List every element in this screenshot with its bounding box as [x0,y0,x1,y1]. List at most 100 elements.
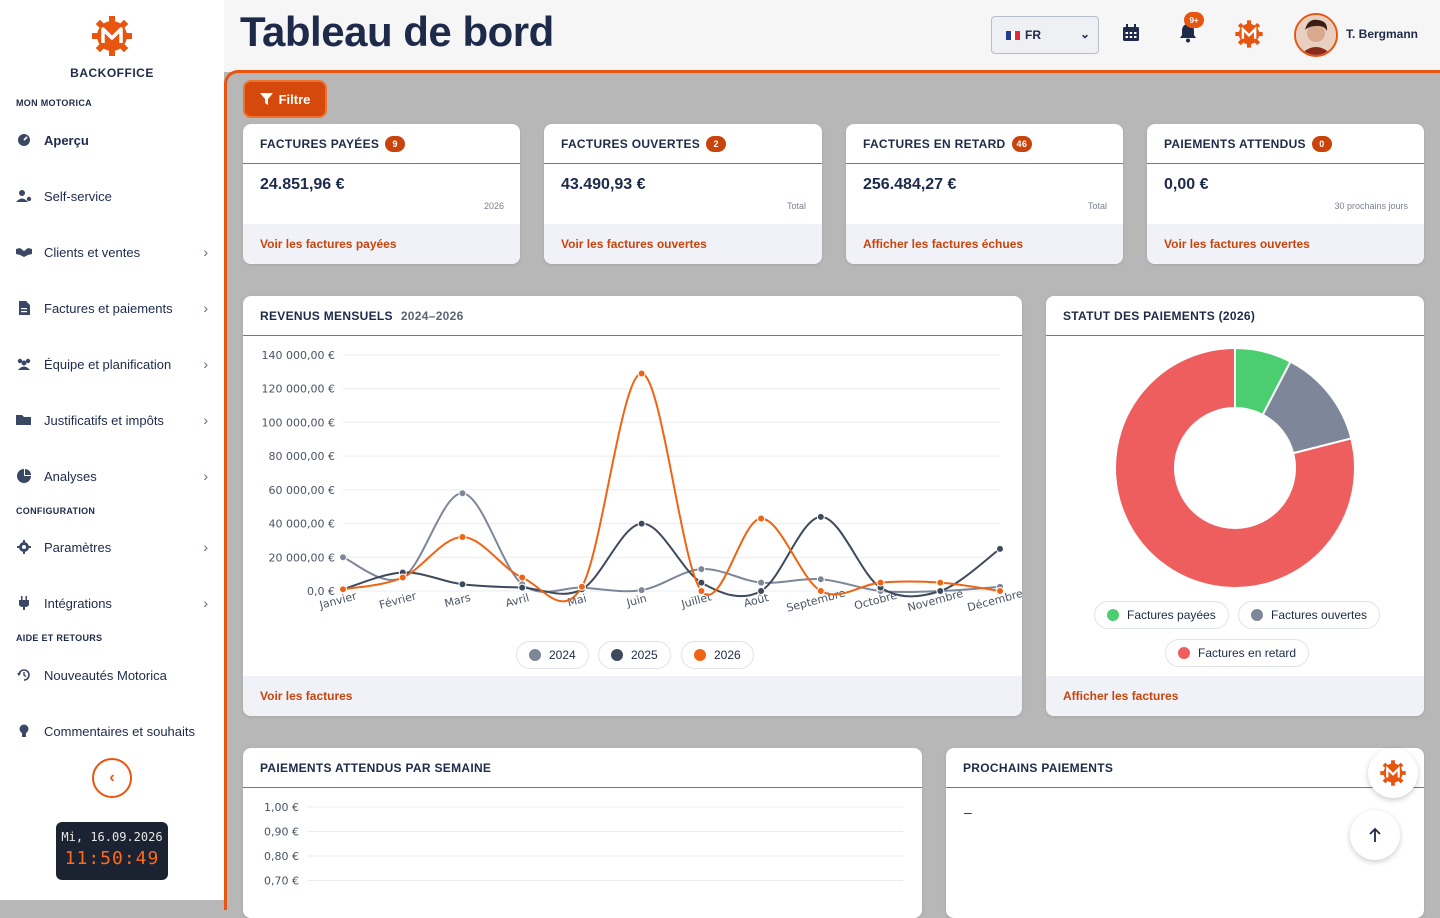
data-point-2026 [637,369,646,378]
series-line-2024 [342,492,1001,594]
page-title: Tableau de bord [240,8,554,55]
legend-2025[interactable]: 2025 [598,641,671,669]
filter-button[interactable]: Filtre [243,80,327,118]
plug-icon [16,595,32,611]
legend-open[interactable]: Factures ouvertes [1238,601,1381,629]
stat-card-expected: PAIEMENTS ATTENDUS 0 0,00 € 30 prochains … [1147,124,1424,264]
motorica-gear-icon[interactable] [1234,19,1264,49]
motorica-assistant-button[interactable] [1368,748,1418,798]
chevron-right-icon: › [203,539,208,555]
y-tick-label: 120 000,00 € [262,383,335,396]
scroll-top-button[interactable] [1350,810,1400,860]
card-link[interactable]: Voir les factures payées [243,224,520,264]
chevron-right-icon: › [203,468,208,484]
team-icon [16,356,32,372]
sidebar-item-nouveautes[interactable]: Nouveautés Motorica [16,664,212,686]
chevron-right-icon: › [203,244,208,260]
arrow-up-icon [1369,827,1381,842]
legend-paid[interactable]: Factures payées [1094,601,1229,629]
data-point-2025 [757,587,766,595]
data-point-2026 [816,587,825,595]
sidebar-item-clients[interactable]: Clients et ventes › [16,241,212,263]
count-badge: 9 [385,135,406,152]
sidebar-item-parametres[interactable]: Paramètres › [16,536,212,558]
data-point-2024 [697,565,706,574]
sidebar-item-apercu[interactable]: Aperçu [16,129,212,151]
status-title: STATUT DES PAIEMENTS (2026) [1063,308,1256,323]
data-point-2026 [757,514,766,523]
header: Tableau de bord FR ⌄ 9+ T. Bergmann [224,0,1440,72]
card-link[interactable]: Voir les factures ouvertes [1147,224,1424,264]
y-tick-label: 0,0 € [307,585,335,598]
card-title: PAIEMENTS ATTENDUS [1164,136,1306,151]
sidebar-item-commentaires[interactable]: Commentaires et souhaits [16,720,212,742]
card-subtitle: Total [1087,201,1107,211]
data-point-2024 [458,489,467,498]
legend-overdue[interactable]: Factures en retard [1165,639,1310,667]
count-badge: 2 [706,135,727,152]
data-point-2026 [936,578,945,587]
invoice-icon [16,300,32,316]
stat-card-paid: FACTURES PAYÉES 9 24.851,96 € 2026 Voir l… [243,124,520,264]
upcoming-empty: – [964,804,972,820]
avatar[interactable] [1294,13,1338,57]
card-title: FACTURES OUVERTES [561,136,701,151]
weekly-title: PAIEMENTS ATTENDUS PAR SEMAINE [260,760,492,775]
data-point-2026 [577,582,586,591]
upcoming-title: PROCHAINS PAIEMENTS [963,760,1114,775]
sidebar-item-justificatifs[interactable]: Justificatifs et impôts › [16,409,212,431]
stat-card-open: FACTURES OUVERTES 2 43.490,93 € Total Voi… [544,124,822,264]
sidebar-item-integrations[interactable]: Intégrations › [16,592,212,614]
data-point-2025 [458,580,467,589]
legend-2024[interactable]: 2024 [516,641,589,669]
calendar-icon[interactable] [1120,22,1142,44]
chevron-left-icon: ‹ [109,769,115,786]
sidebar-item-equipe[interactable]: Équipe et planification › [16,353,212,375]
data-point-2026 [996,587,1004,595]
y-tick-label: 140 000,00 € [262,349,335,362]
card-subtitle: 30 prochains jours [1334,201,1408,211]
card-link[interactable]: Voir les factures ouvertes [544,224,822,264]
collapse-sidebar-button[interactable]: ‹ [92,758,132,798]
weekly-payments-card: PAIEMENTS ATTENDUS PAR SEMAINE 1,00 € 0,9… [243,748,922,918]
clock-time: 11:50:49 [64,848,160,869]
lightbulb-icon [16,723,32,739]
motorica-gear-icon [1380,760,1406,786]
revenue-range: 2024–2026 [400,308,464,323]
revenue-link[interactable]: Voir les factures [243,676,1022,716]
card-link[interactable]: Afficher les factures échues [846,224,1123,264]
chevron-right-icon: › [203,595,208,611]
chevron-right-icon: › [203,356,208,372]
card-subtitle: Total [786,201,806,211]
data-point-2026 [339,585,347,594]
clock-date: Mi, 16.09.2026 [61,830,163,844]
donut-slice [1114,346,1356,589]
sidebar-item-factures[interactable]: Factures et paiements › [16,297,212,319]
section-configuration: CONFIGURATION [16,506,96,516]
legend-2026[interactable]: 2026 [681,641,754,669]
handshake-icon [16,244,32,260]
card-amount: 256.484,27 € [863,176,957,193]
data-point-2026 [398,573,407,582]
clock-widget: Mi, 16.09.2026 11:50:49 [56,822,168,880]
count-badge: 46 [1011,135,1033,152]
card-title: FACTURES EN RETARD [863,136,1006,151]
sidebar-item-analyses[interactable]: Analyses › [16,465,212,487]
motorica-logo[interactable] [90,14,134,58]
user-name[interactable]: T. Bergmann [1346,27,1419,41]
y-tick-label: 20 000,00 € [269,551,335,564]
notification-badge: 9+ [1184,12,1204,28]
count-badge: 0 [1311,135,1332,152]
weekly-bar-chart: 1,00 € 0,90 € 0,80 € 0,70 € [264,801,903,888]
card-amount: 43.490,93 € [561,176,646,193]
data-point-2025 [936,587,945,595]
x-tick-label: Mars [443,591,472,610]
sidebar-item-self-service[interactable]: Self-service [16,185,212,207]
language-select[interactable]: FR ⌄ [991,16,1099,54]
payment-status-donut [1114,346,1356,589]
y-tick-label: 100 000,00 € [262,416,335,429]
data-point-2024 [637,586,646,595]
status-link[interactable]: Afficher les factures [1046,676,1424,716]
folder-icon [16,412,32,428]
x-tick-label: Mai [566,592,588,610]
